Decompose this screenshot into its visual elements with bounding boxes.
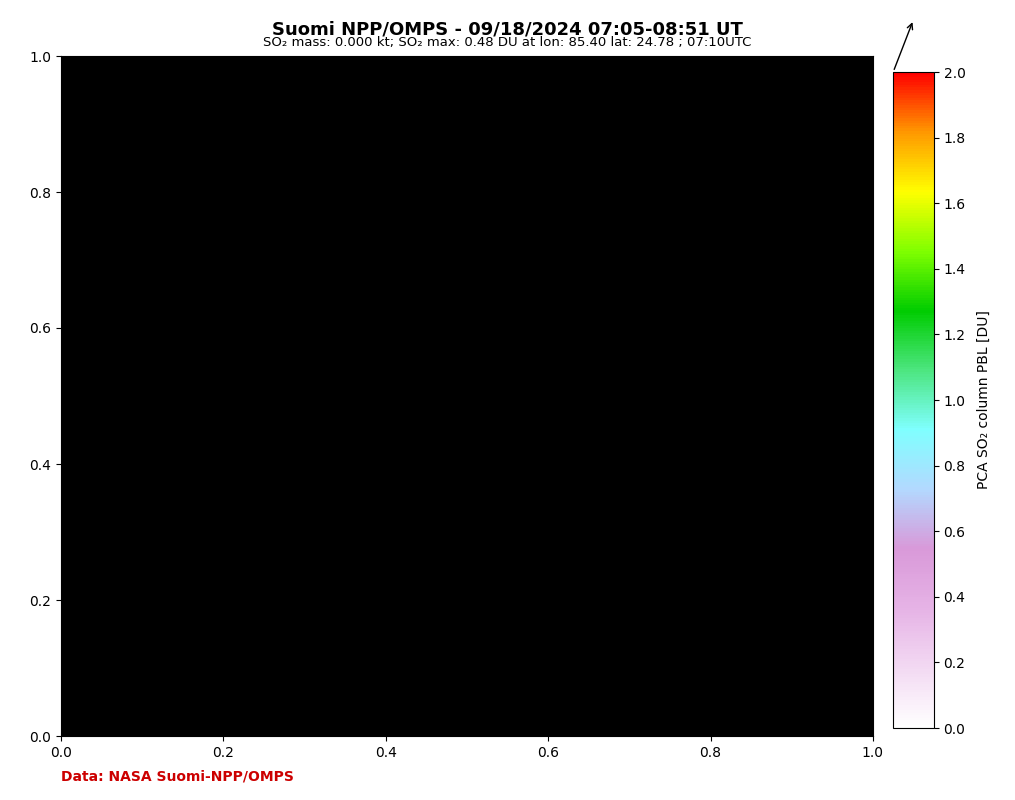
Text: SO₂ mass: 0.000 kt; SO₂ max: 0.48 DU at lon: 85.40 lat: 24.78 ; 07:10UTC: SO₂ mass: 0.000 kt; SO₂ max: 0.48 DU at … bbox=[263, 36, 752, 49]
Text: Suomi NPP/OMPS - 09/18/2024 07:05-08:51 UT: Suomi NPP/OMPS - 09/18/2024 07:05-08:51 … bbox=[272, 20, 743, 38]
Y-axis label: PCA SO₂ column PBL [DU]: PCA SO₂ column PBL [DU] bbox=[976, 310, 991, 490]
Text: Data: NASA Suomi-NPP/OMPS: Data: NASA Suomi-NPP/OMPS bbox=[61, 770, 293, 784]
